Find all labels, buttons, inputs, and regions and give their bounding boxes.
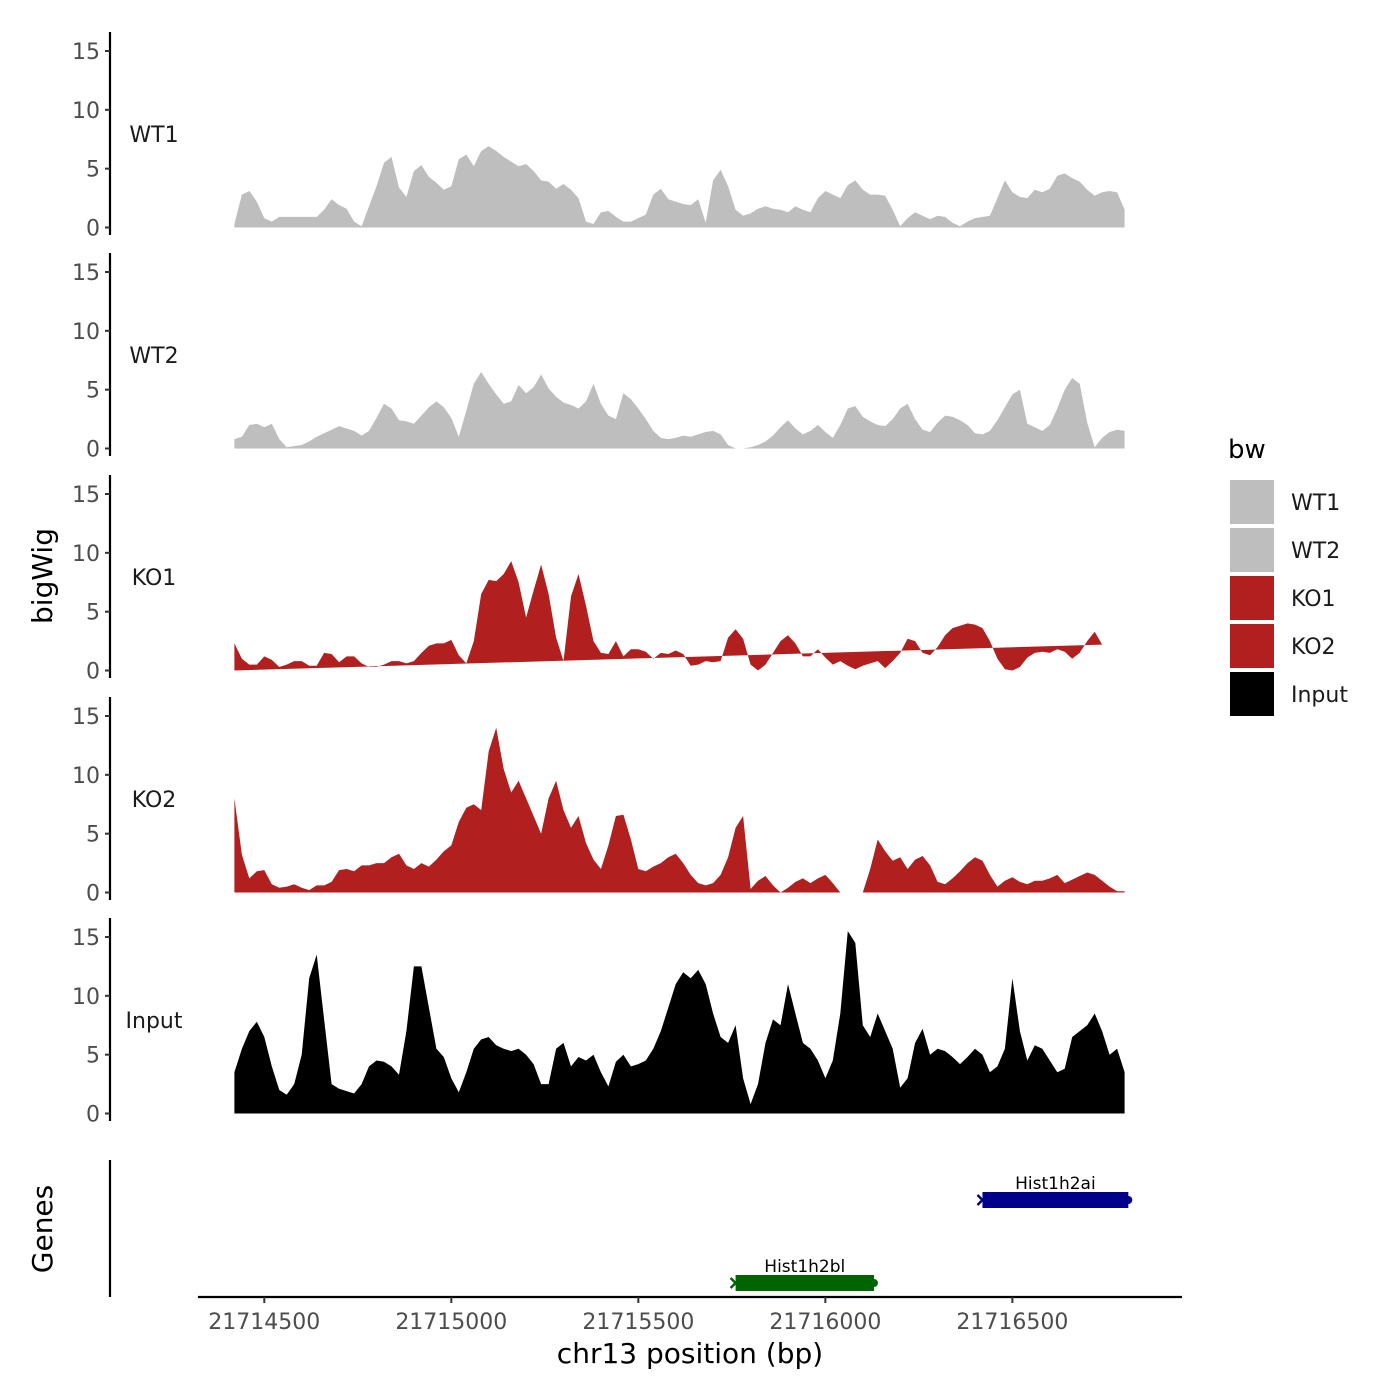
legend-swatch <box>1230 528 1274 572</box>
legend-item-wt2: WT2 <box>1230 528 1340 572</box>
y-tick-label: 5 <box>86 601 100 626</box>
coverage-area-input <box>234 931 1125 1114</box>
gene-label: Hist1h2ai <box>1015 1174 1096 1194</box>
x-tick-label: 21714500 <box>208 1310 320 1335</box>
legend: bw WT1 WT2 KO1 KO2 Input <box>1228 435 1348 716</box>
legend-label: WT1 <box>1291 491 1340 516</box>
gene-start-marker <box>729 1277 742 1289</box>
track-ko1: 0 5 10 15 KO1 <box>72 475 1103 685</box>
track-ko2: 0 5 10 15 KO2 <box>72 697 1125 907</box>
legend-label: KO2 <box>1291 635 1336 660</box>
track-wt2: 0 5 10 15 WT2 <box>72 253 1125 463</box>
y-tick-label: 0 <box>86 660 100 685</box>
y-tick-label: 0 <box>86 882 100 907</box>
y-tick-label: 0 <box>86 438 100 463</box>
legend-swatch <box>1230 480 1274 524</box>
y-tick-label: 5 <box>86 823 100 848</box>
gene-hist1h2ai: Hist1h2ai <box>976 1174 1133 1208</box>
track-label-ko1: KO1 <box>132 566 177 591</box>
gene-hist1h2bl: Hist1h2bl <box>729 1257 878 1291</box>
y-tick-label: 10 <box>72 542 100 567</box>
x-tick-label: 21715500 <box>582 1310 694 1335</box>
y-tick-label: 15 <box>72 261 100 286</box>
coverage-area-wt2 <box>234 372 1125 449</box>
y-axis-title: bigWig <box>26 528 59 624</box>
y-tick-label: 15 <box>72 483 100 508</box>
y-tick-label: 5 <box>86 379 100 404</box>
genes-axis-title: Genes <box>26 1185 59 1273</box>
gene-end-marker <box>1124 1196 1133 1204</box>
genes-track: Hist1h2ai Hist1h2bl <box>108 1160 1133 1297</box>
track-label-wt1: WT1 <box>129 123 178 148</box>
gene-end-marker <box>869 1279 878 1287</box>
coverage-tracks: 0 5 10 15 WT1 0 5 10 15 WT2 0 5 10 15 KO1 0 5 10 15 KO2 0 5 10… <box>72 32 1125 1128</box>
x-tick-label: 21716500 <box>956 1310 1068 1335</box>
y-tick-label: 15 <box>72 40 100 65</box>
legend-title: bw <box>1228 435 1266 465</box>
coverage-area-wt1 <box>234 146 1125 228</box>
y-tick-label: 10 <box>72 985 100 1010</box>
legend-label: WT2 <box>1291 539 1340 564</box>
y-tick-label: 5 <box>86 158 100 183</box>
y-tick-label: 10 <box>72 764 100 789</box>
gene-start-marker <box>976 1194 989 1206</box>
coverage-area-ko1 <box>234 561 1103 671</box>
track-label-ko2: KO2 <box>132 788 177 813</box>
legend-label: Input <box>1291 683 1348 708</box>
track-input: 0 5 10 15 Input <box>72 918 1125 1128</box>
legend-item-ko1: KO1 <box>1230 576 1336 620</box>
legend-swatch <box>1230 672 1274 716</box>
track-wt1: 0 5 10 15 WT1 <box>72 32 1125 242</box>
gene-body <box>735 1275 874 1291</box>
gene-body <box>982 1192 1129 1208</box>
y-tick-label: 15 <box>72 705 100 730</box>
legend-swatch <box>1230 624 1274 668</box>
gene-label: Hist1h2bl <box>764 1257 845 1277</box>
legend-item-input: Input <box>1230 672 1348 716</box>
legend-swatch <box>1230 576 1274 620</box>
y-tick-label: 5 <box>86 1044 100 1069</box>
coverage-area-ko2 <box>234 727 1125 893</box>
legend-label: KO1 <box>1291 587 1336 612</box>
x-axis-title: chr13 position (bp) <box>557 1337 823 1370</box>
y-tick-label: 0 <box>86 1103 100 1128</box>
legend-item-ko2: KO2 <box>1230 624 1336 668</box>
y-tick-label: 10 <box>72 99 100 124</box>
x-tick-label: 21716000 <box>769 1310 881 1335</box>
y-tick-label: 0 <box>86 217 100 242</box>
x-tick-label: 21715000 <box>395 1310 507 1335</box>
y-tick-label: 15 <box>72 926 100 951</box>
x-axis: 21714500 21715000 21715500 21716000 21716500 <box>198 1295 1182 1335</box>
track-label-wt2: WT2 <box>129 344 178 369</box>
track-label-input: Input <box>126 1009 183 1034</box>
legend-item-wt1: WT1 <box>1230 480 1340 524</box>
y-tick-label: 10 <box>72 320 100 345</box>
